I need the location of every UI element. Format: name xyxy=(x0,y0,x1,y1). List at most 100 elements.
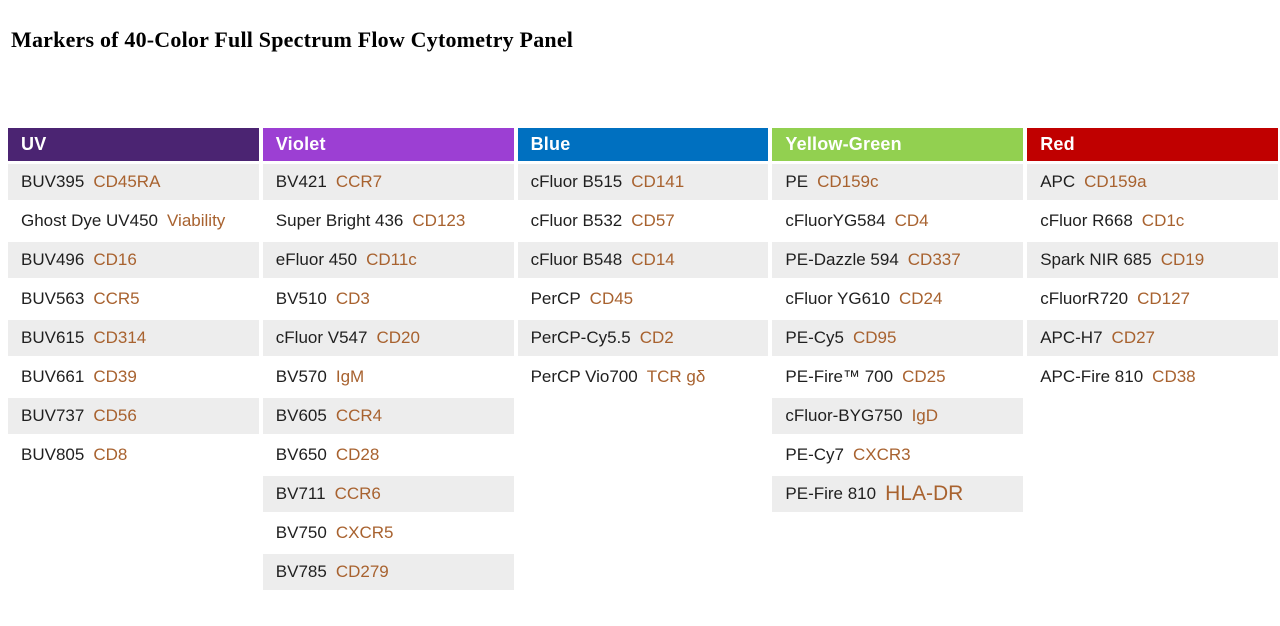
table-row: APC-H7 CD27 xyxy=(1027,320,1278,356)
column-violet: Violet BV421 CCR7 Super Bright 436 CD123 eFlu… xyxy=(262,128,514,590)
marker-label: IgD xyxy=(911,406,939,425)
marker-label: CCR5 xyxy=(93,289,140,308)
fluorophore-label: eFluor 450 xyxy=(275,250,358,269)
fluorophore-label: PE-Cy5 xyxy=(785,328,844,347)
table-row: PerCP-Cy5.5 CD2 xyxy=(517,320,769,356)
fluorophore-label: BUV395 xyxy=(21,172,85,191)
marker-label: CD24 xyxy=(898,289,943,308)
marker-label: CD27 xyxy=(1111,328,1156,347)
column-header-red: Red xyxy=(1027,128,1278,161)
table-row: eFluor 450 CD11c xyxy=(262,242,514,278)
fluorophore-label: cFluorYG584 xyxy=(785,211,886,230)
marker-label: CD38 xyxy=(1152,367,1196,386)
marker-label: HLA-DR xyxy=(885,482,964,505)
fluorophore-label: cFluor B532 xyxy=(530,211,623,230)
table-row: PerCP CD45 xyxy=(517,281,769,317)
marker-label: CD159a xyxy=(1084,172,1147,191)
fluorophore-label: Spark NIR 685 xyxy=(1040,250,1152,269)
column-header-uv: UV xyxy=(8,128,259,161)
table-row: cFluor-BYG750 IgD xyxy=(772,398,1024,434)
marker-label: CD2 xyxy=(639,328,674,347)
table-row: BV750 CXCR5 xyxy=(262,515,514,551)
table-row: cFluor B515 CD141 xyxy=(517,164,769,200)
table-row: BUV661 CD39 xyxy=(8,359,259,395)
table-row: Super Bright 436 CD123 xyxy=(262,203,514,239)
column-yellow-green: Yellow-Green PE CD159c cFluorYG584 CD4 PE-Daz… xyxy=(772,128,1024,512)
marker-label: CD4 xyxy=(894,211,929,230)
table-row: APC CD159a xyxy=(1027,164,1278,200)
fluorophore-label: BV650 xyxy=(275,445,327,464)
marker-label: CD141 xyxy=(631,172,685,191)
marker-label: CD3 xyxy=(335,289,370,308)
fluorophore-label: PE-Dazzle 594 xyxy=(785,250,899,269)
table-row: PE-Cy7 CXCR3 xyxy=(772,437,1024,473)
marker-label: CD56 xyxy=(93,406,137,425)
marker-label: CD127 xyxy=(1137,289,1190,308)
fluorophore-label: BV510 xyxy=(275,289,327,308)
table-row: cFluorYG584 CD4 xyxy=(772,203,1024,239)
marker-label: CD45RA xyxy=(93,172,161,191)
marker-label: CD1c xyxy=(1141,211,1185,230)
page-title: Markers of 40-Color Full Spectrum Flow C… xyxy=(11,27,574,52)
table-row: PE-Cy5 CD95 xyxy=(772,320,1024,356)
table-row: cFluor B548 CD14 xyxy=(517,242,769,278)
marker-label: CD279 xyxy=(335,562,389,581)
fluorophore-label: BV570 xyxy=(275,367,327,386)
column-blue: Blue cFluor B515 CD141 cFluor B532 CD57 cFluo… xyxy=(517,128,769,395)
table-row: cFluor YG610 CD24 xyxy=(772,281,1024,317)
marker-label: CD95 xyxy=(852,328,897,347)
fluorophore-label: BUV661 xyxy=(21,367,85,386)
fluorophore-label: BV711 xyxy=(275,484,326,503)
fluorophore-label: cFluor V547 xyxy=(275,328,368,347)
fluorophore-label: PE-Fire 810 xyxy=(785,484,877,503)
fluorophore-label: BV750 xyxy=(275,523,327,542)
marker-label: IgM xyxy=(335,367,365,386)
table-row: cFluor B532 CD57 xyxy=(517,203,769,239)
marker-label: Viability xyxy=(167,211,226,230)
fluorophore-label: PE xyxy=(785,172,809,191)
marker-label: CD11c xyxy=(366,250,417,269)
fluorophore-label: cFluor B515 xyxy=(530,172,623,191)
table-row: BUV496 CD16 xyxy=(8,242,259,278)
fluorophore-label: BV785 xyxy=(275,562,327,581)
fluorophore-label: PerCP Vio700 xyxy=(530,367,638,386)
fluorophore-label: cFluor B548 xyxy=(530,250,623,269)
table-row: BV711 CCR6 xyxy=(262,476,514,512)
table-row: BUV615 CD314 xyxy=(8,320,259,356)
fluorophore-label: PerCP xyxy=(530,289,581,308)
fluorophore-label: cFluorR720 xyxy=(1040,289,1129,308)
table-row: PE CD159c xyxy=(772,164,1024,200)
table-row: BUV563 CCR5 xyxy=(8,281,259,317)
fluorophore-label: Super Bright 436 xyxy=(275,211,404,230)
fluorophore-label: cFluor YG610 xyxy=(785,289,890,308)
marker-label: CD57 xyxy=(631,211,675,230)
marker-label: CD20 xyxy=(376,328,420,347)
fluorophore-label: BUV563 xyxy=(21,289,85,308)
marker-label: CD337 xyxy=(907,250,961,269)
marker-label: CCR4 xyxy=(335,406,383,425)
fluorophore-label: BV421 xyxy=(275,172,327,191)
fluorophore-label: PE-Cy7 xyxy=(785,445,844,464)
marker-label: CD123 xyxy=(412,211,466,230)
table-row: PE-Fire™ 700 CD25 xyxy=(772,359,1024,395)
fluorophore-label: Ghost Dye UV450 xyxy=(21,211,159,230)
table-row: BUV395 CD45RA xyxy=(8,164,259,200)
marker-label: CD39 xyxy=(93,367,137,386)
marker-label: CD14 xyxy=(631,250,675,269)
marker-label: CD45 xyxy=(589,289,634,308)
table-row: BUV805 CD8 xyxy=(8,437,259,473)
marker-label: CD28 xyxy=(335,445,380,464)
table-row: BV605 CCR4 xyxy=(262,398,514,434)
fluorophore-label: APC xyxy=(1040,172,1076,191)
table-row: BV421 CCR7 xyxy=(262,164,514,200)
fluorophore-label: BV605 xyxy=(275,406,327,425)
column-uv: UV BUV395 CD45RA Ghost Dye UV450 Viability BU… xyxy=(8,128,259,473)
marker-label: CD19 xyxy=(1160,250,1205,269)
table-row: BV510 CD3 xyxy=(262,281,514,317)
table-row: PE-Fire 810 HLA-DR xyxy=(772,476,1024,512)
marker-label: CD16 xyxy=(93,250,137,269)
table-row: APC-Fire 810 CD38 xyxy=(1027,359,1278,395)
fluorophore-label: BUV615 xyxy=(21,328,85,347)
table-row: BV785 CD279 xyxy=(262,554,514,590)
marker-label: CD159c xyxy=(817,172,879,191)
